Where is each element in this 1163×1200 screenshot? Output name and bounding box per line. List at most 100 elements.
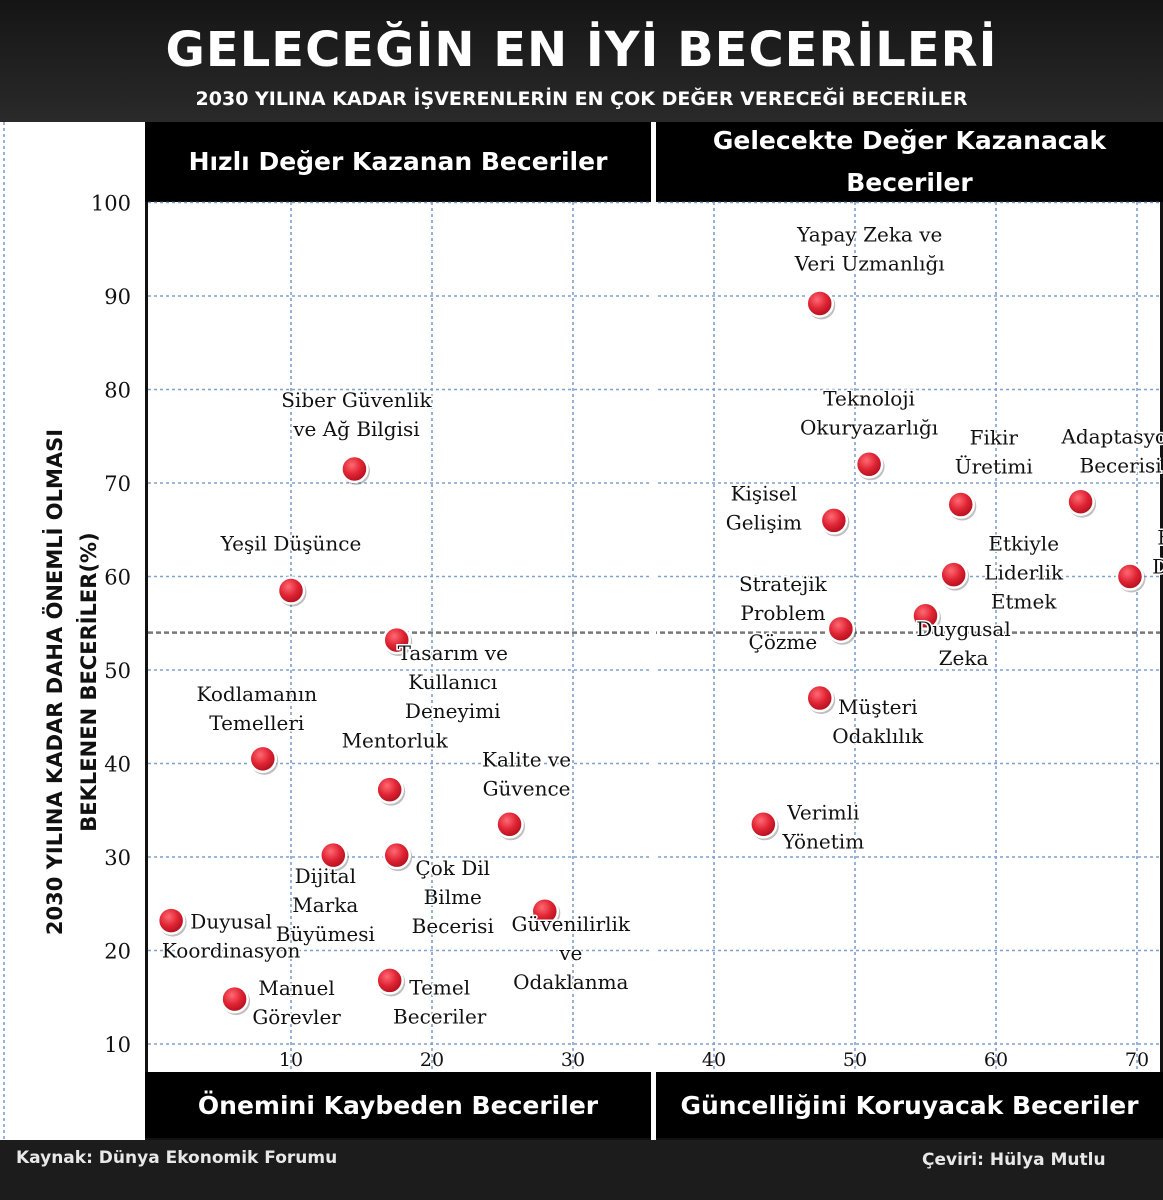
data-point-marker (375, 966, 404, 995)
data-point-label: Bilme (424, 885, 482, 909)
data-point-marker (911, 601, 940, 631)
data-point: Kalite ve Güvence (481, 746, 573, 841)
quadrant-footer-bottom-left: Önemini Kaybeden Beceriler (145, 1072, 651, 1138)
quadrant-label: Hızlı Değer Kazanan Beceriler (188, 147, 608, 176)
tick-labels: 1020304050607080901001020304050607080 (91, 192, 1149, 1072)
data-point-label: Düşünme (1152, 555, 1163, 579)
data-point-label: Deneyimi (405, 699, 501, 723)
data-point-marker (1115, 562, 1145, 591)
data-point-marker (375, 775, 404, 804)
quadrant-header-top-right: Gelecekte Değer Kazanacak Beceriler (656, 122, 1163, 202)
page-subtitle: 2030 YILINA KADAR İŞVERENLERİN EN ÇOK DE… (195, 88, 968, 110)
data-point: Kodlamanın Temelleri (195, 680, 319, 775)
y-tick-label: 40 (104, 753, 131, 777)
x-tick-label: 40 (702, 1049, 726, 1071)
y-tick-label: 70 (104, 472, 131, 496)
data-point-label: Teknoloji (823, 386, 915, 410)
quadrant-label: Güncelliğini Koruyacak Beceriler (680, 1090, 1139, 1120)
y-axis-panel: 2030 YILINA KADAR DAHA ÖNEMLİ OLMASI BEK… (0, 122, 145, 1140)
data-point: Mentorluk (340, 727, 450, 806)
data-point-marker (319, 840, 348, 870)
x-tick-label: 10 (279, 1049, 303, 1071)
data-point-marker (805, 683, 834, 713)
data-point-label: Beceriler (393, 1004, 487, 1028)
data-points: Yapay Zeka ve Veri Uzmanlığı Siber Güvenli… (156, 221, 1163, 1031)
data-point-label: Güvence (483, 776, 571, 800)
data-point-label: Okuryazarlığı (800, 415, 938, 439)
data-point-label: Etmek (991, 590, 1057, 614)
y-tick-label: 10 (104, 1033, 131, 1057)
data-point-label: Yönetim (782, 829, 865, 853)
data-point-label: Gelişim (726, 510, 802, 534)
data-point-marker (819, 506, 849, 535)
data-point-label: Güvenilirlik (512, 912, 631, 936)
y-tick-label: 60 (104, 566, 131, 590)
quadrant-label: Gelecekte Değer Kazanacak Beceriler (712, 126, 1107, 197)
data-point-label: Tasarım ve (398, 641, 508, 665)
y-tick-label: 80 (104, 379, 131, 403)
quadrant-divider (651, 122, 656, 1140)
data-point: Siber Güvenlik ve Ağ Bilgisi (280, 386, 434, 485)
data-point-label: Temelleri (209, 711, 304, 735)
page-title: GELECEĞİN EN İYİ BECERİLERİ (165, 22, 998, 78)
data-point: Duygusal Zeka (911, 601, 1012, 671)
data-point: Adaptasyon Becerisi (1059, 423, 1163, 518)
data-point-label: ve (558, 941, 582, 965)
data-point: Etkiyle Liderlik Etmek (939, 530, 1065, 615)
data-point-label: Odaklılık (832, 724, 924, 748)
source-text: Kaynak: Dünya Ekonomik Forumu (16, 1148, 338, 1168)
footer: Kaynak: Dünya Ekonomik Forumu Çeviri: Hü… (0, 1140, 1163, 1200)
data-point-label: Kişisel (731, 481, 798, 505)
data-point-label: Marka (292, 893, 358, 917)
data-point: Fikir Üretimi (946, 424, 1034, 521)
data-point-label: Becerisi (412, 914, 494, 938)
quadrant-header-top-left: Hızlı Değer Kazanan Beceriler (145, 122, 651, 202)
data-point-marker (276, 576, 306, 605)
y-tick-label: 20 (104, 940, 131, 964)
data-point-marker (749, 810, 778, 839)
y-tick-label: 90 (104, 285, 131, 309)
data-point-label: Fikir (970, 426, 1019, 450)
data-point-label: Siber Güvenlik (281, 388, 432, 412)
data-point-label: Adaptasyon (1060, 425, 1163, 449)
x-tick-label: 50 (843, 1049, 867, 1071)
data-point-label: Duyusal (190, 910, 272, 934)
data-point: Teknoloji Okuryazarlığı (798, 385, 940, 481)
data-point-marker (826, 614, 856, 644)
data-point-marker (340, 454, 369, 484)
data-point-marker (382, 840, 411, 870)
data-point-label: Kodlamanın (196, 682, 317, 706)
data-point-marker (220, 984, 249, 1014)
data-point-label: Eleştirel (1157, 526, 1163, 550)
data-point-marker (805, 289, 834, 318)
data-point-label: Zeka (939, 646, 989, 670)
data-point-label: Görevler (252, 1005, 341, 1029)
data-point-label: Duygusal (916, 617, 1010, 641)
data-point-label: Manuel (258, 976, 334, 1000)
data-point-label: Liderlik (984, 561, 1064, 585)
data-point-label: Veri Uzmanlığı (794, 251, 945, 275)
y-tick-label: 30 (104, 846, 131, 870)
data-point: Stratejik Problem Çözme (737, 570, 857, 655)
x-tick-label: 60 (984, 1049, 1008, 1071)
data-point-label: Stratejik (739, 572, 828, 596)
data-point-marker (939, 560, 968, 589)
data-point: Tasarım ve Kullanıcı Deneyimi (382, 625, 509, 725)
data-point-marker (1066, 487, 1095, 516)
data-point-label: Verimli (786, 800, 859, 824)
quadrant-footer-bottom-right: Güncelliğini Koruyacak Beceriler (656, 1072, 1163, 1138)
data-point-label: Koordinasyon (162, 939, 301, 963)
x-tick-label: 20 (420, 1049, 444, 1071)
data-point-label: Etkiyle (988, 532, 1059, 556)
data-point-label: Kullanıcı (408, 670, 497, 694)
x-tick-label: 70 (1125, 1049, 1149, 1071)
data-point-label: Odaklanma (513, 970, 628, 994)
data-point-marker (530, 896, 560, 926)
header: GELECEĞİN EN İYİ BECERİLERİ 2030 YILINA … (0, 0, 1163, 122)
data-point-label: Çözme (749, 630, 818, 654)
data-point-label: Üretimi (955, 454, 1033, 479)
data-point: Yapay Zeka ve Veri Uzmanlığı (792, 221, 946, 320)
data-point-label: Yeşil Düşünce (220, 532, 362, 556)
y-tick-label: 50 (104, 659, 131, 683)
